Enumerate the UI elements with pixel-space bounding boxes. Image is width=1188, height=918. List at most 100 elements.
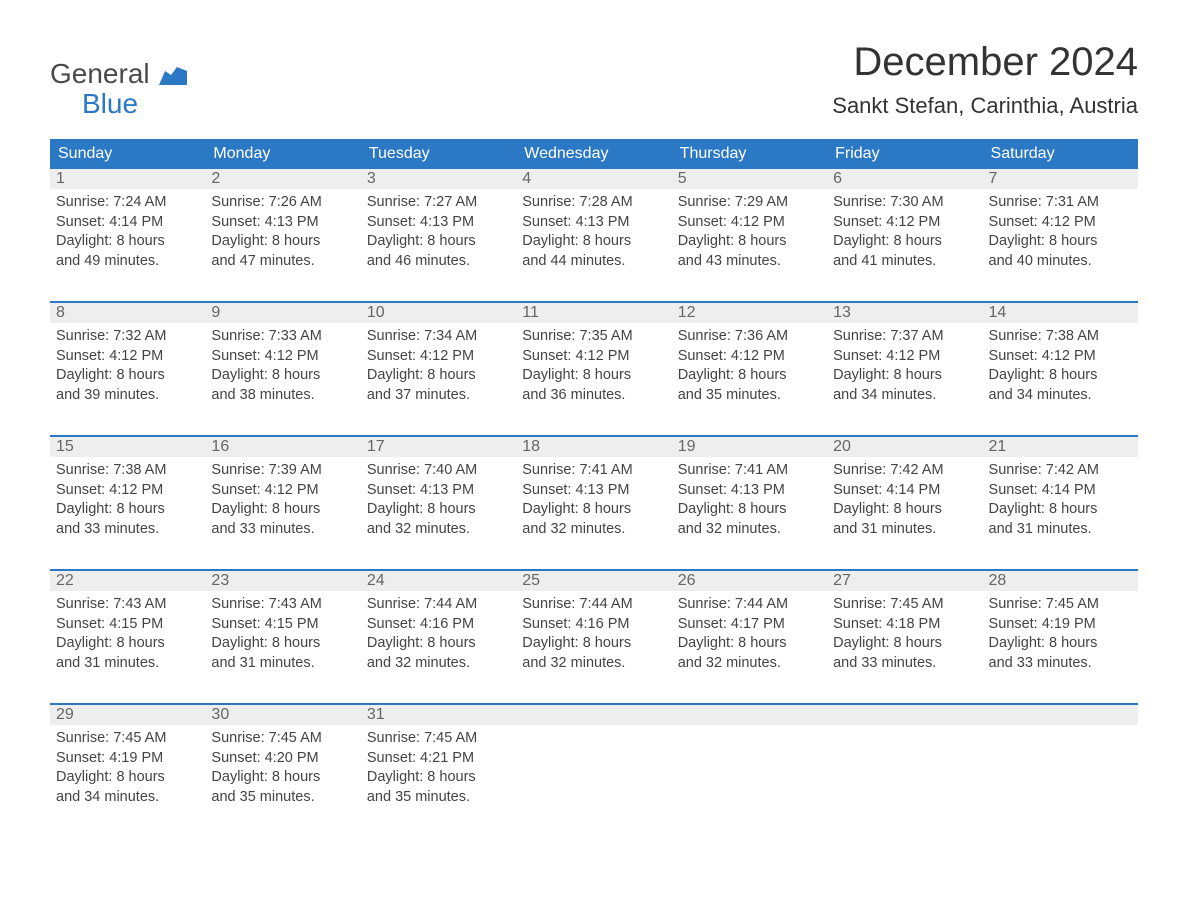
day-line-d2: and 34 minutes. [833, 386, 976, 406]
day-line-d2: and 43 minutes. [678, 252, 821, 272]
day-line-sunset: Sunset: 4:12 PM [56, 481, 199, 501]
day-number: 5 [672, 169, 827, 189]
day-line-sunset: Sunset: 4:12 PM [211, 347, 354, 367]
day-line-sunset: Sunset: 4:19 PM [56, 749, 199, 769]
logo-icon [159, 62, 187, 90]
day-content: Sunrise: 7:37 AMSunset: 4:12 PMDaylight:… [827, 323, 982, 409]
day-line-d1: Daylight: 8 hours [678, 366, 821, 386]
calendar-day: 12 Sunrise: 7:36 AMSunset: 4:12 PMDayligh… [672, 303, 827, 429]
weekday-header: Thursday [672, 139, 827, 169]
day-number: 20 [827, 437, 982, 457]
day-number [983, 705, 1138, 725]
day-line-d1: Daylight: 8 hours [989, 366, 1132, 386]
day-content: Sunrise: 7:32 AMSunset: 4:12 PMDaylight:… [50, 323, 205, 409]
header: General Blue December 2024 Sankt Stefan,… [50, 40, 1138, 119]
calendar-week: 22Sunrise: 7:43 AMSunset: 4:15 PMDayligh… [50, 569, 1138, 697]
day-line-sunrise: Sunrise: 7:27 AM [367, 193, 510, 213]
calendar-day: 5Sunrise: 7:29 AMSunset: 4:12 PMDaylight… [672, 169, 827, 295]
day-line-d1: Daylight: 8 hours [56, 366, 199, 386]
day-number: 30 [205, 705, 360, 725]
day-number: 28 [983, 571, 1138, 591]
day-number: 12 [672, 303, 827, 323]
day-line-sunrise: Sunrise: 7:39 AM [211, 461, 354, 481]
day-line-sunrise: Sunrise: 7:45 AM [989, 595, 1132, 615]
day-line-d1: Daylight: 8 hours [211, 366, 354, 386]
day-line-sunset: Sunset: 4:14 PM [989, 481, 1132, 501]
calendar-day: 24Sunrise: 7:44 AMSunset: 4:16 PMDayligh… [361, 571, 516, 697]
day-line-sunset: Sunset: 4:12 PM [989, 347, 1132, 367]
day-content: Sunrise: 7:42 AMSunset: 4:14 PMDaylight:… [983, 457, 1138, 543]
day-line-d2: and 47 minutes. [211, 252, 354, 272]
day-line-sunset: Sunset: 4:14 PM [56, 213, 199, 233]
day-line-d2: and 33 minutes. [211, 520, 354, 540]
calendar-day: 1Sunrise: 7:24 AMSunset: 4:14 PMDaylight… [50, 169, 205, 295]
day-line-sunrise: Sunrise: 7:37 AM [833, 327, 976, 347]
day-line-sunset: Sunset: 4:15 PM [211, 615, 354, 635]
calendar-day: 30Sunrise: 7:45 AMSunset: 4:20 PMDayligh… [205, 705, 360, 831]
day-line-d1: Daylight: 8 hours [833, 634, 976, 654]
calendar-day: 31Sunrise: 7:45 AMSunset: 4:21 PMDayligh… [361, 705, 516, 831]
day-line-sunset: Sunset: 4:14 PM [833, 481, 976, 501]
calendar-day: 13Sunrise: 7:37 AMSunset: 4:12 PMDayligh… [827, 303, 982, 429]
day-line-d2: and 35 minutes. [367, 788, 510, 808]
day-line-sunrise: Sunrise: 7:44 AM [522, 595, 665, 615]
calendar-day: 21Sunrise: 7:42 AMSunset: 4:14 PMDayligh… [983, 437, 1138, 563]
weekday-header: Saturday [983, 139, 1138, 169]
day-number: 16 [205, 437, 360, 457]
day-line-d1: Daylight: 8 hours [678, 634, 821, 654]
calendar-day: 28Sunrise: 7:45 AMSunset: 4:19 PMDayligh… [983, 571, 1138, 697]
day-number: 18 [516, 437, 671, 457]
day-line-d1: Daylight: 8 hours [56, 634, 199, 654]
calendar: Sunday Monday Tuesday Wednesday Thursday… [50, 139, 1138, 831]
day-line-sunrise: Sunrise: 7:38 AM [989, 327, 1132, 347]
day-line-sunset: Sunset: 4:12 PM [56, 347, 199, 367]
day-line-sunrise: Sunrise: 7:41 AM [522, 461, 665, 481]
day-number: 4 [516, 169, 671, 189]
day-line-sunrise: Sunrise: 7:43 AM [211, 595, 354, 615]
day-line-d2: and 36 minutes. [522, 386, 665, 406]
day-line-sunrise: Sunrise: 7:32 AM [56, 327, 199, 347]
day-line-sunset: Sunset: 4:13 PM [367, 213, 510, 233]
day-line-sunset: Sunset: 4:12 PM [678, 347, 821, 367]
day-line-d1: Daylight: 8 hours [367, 366, 510, 386]
day-content: Sunrise: 7:45 AMSunset: 4:21 PMDaylight:… [361, 725, 516, 811]
day-number: 8 [50, 303, 205, 323]
day-line-d1: Daylight: 8 hours [56, 232, 199, 252]
day-line-sunset: Sunset: 4:12 PM [211, 481, 354, 501]
calendar-day: 4Sunrise: 7:28 AMSunset: 4:13 PMDaylight… [516, 169, 671, 295]
calendar-day: 20Sunrise: 7:42 AMSunset: 4:14 PMDayligh… [827, 437, 982, 563]
day-line-sunrise: Sunrise: 7:24 AM [56, 193, 199, 213]
day-line-sunset: Sunset: 4:13 PM [522, 213, 665, 233]
day-line-sunrise: Sunrise: 7:38 AM [56, 461, 199, 481]
day-line-sunrise: Sunrise: 7:36 AM [678, 327, 821, 347]
calendar-day [516, 705, 671, 831]
calendar-day: 27Sunrise: 7:45 AMSunset: 4:18 PMDayligh… [827, 571, 982, 697]
day-line-d1: Daylight: 8 hours [367, 500, 510, 520]
calendar-day: 11Sunrise: 7:35 AMSunset: 4:12 PMDayligh… [516, 303, 671, 429]
day-line-sunrise: Sunrise: 7:43 AM [56, 595, 199, 615]
day-line-d1: Daylight: 8 hours [833, 232, 976, 252]
day-line-d2: and 32 minutes. [367, 520, 510, 540]
day-line-sunrise: Sunrise: 7:45 AM [833, 595, 976, 615]
calendar-week: 15Sunrise: 7:38 AMSunset: 4:12 PMDayligh… [50, 435, 1138, 563]
calendar-day: 16Sunrise: 7:39 AMSunset: 4:12 PMDayligh… [205, 437, 360, 563]
day-content: Sunrise: 7:45 AMSunset: 4:20 PMDaylight:… [205, 725, 360, 811]
day-line-d2: and 39 minutes. [56, 386, 199, 406]
day-content: Sunrise: 7:44 AMSunset: 4:16 PMDaylight:… [361, 591, 516, 677]
day-number: 9 [205, 303, 360, 323]
day-content: Sunrise: 7:45 AMSunset: 4:18 PMDaylight:… [827, 591, 982, 677]
day-line-d2: and 33 minutes. [989, 654, 1132, 674]
calendar-week: 1Sunrise: 7:24 AMSunset: 4:14 PMDaylight… [50, 169, 1138, 295]
day-line-sunrise: Sunrise: 7:44 AM [367, 595, 510, 615]
day-content: Sunrise: 7:26 AMSunset: 4:13 PMDaylight:… [205, 189, 360, 275]
calendar-day [827, 705, 982, 831]
day-line-d2: and 32 minutes. [522, 654, 665, 674]
day-line-d1: Daylight: 8 hours [367, 232, 510, 252]
day-number: 29 [50, 705, 205, 725]
day-line-d2: and 31 minutes. [833, 520, 976, 540]
day-line-d1: Daylight: 8 hours [56, 500, 199, 520]
day-line-d2: and 44 minutes. [522, 252, 665, 272]
calendar-day: 17Sunrise: 7:40 AMSunset: 4:13 PMDayligh… [361, 437, 516, 563]
weekday-header: Sunday [50, 139, 205, 169]
day-number: 19 [672, 437, 827, 457]
